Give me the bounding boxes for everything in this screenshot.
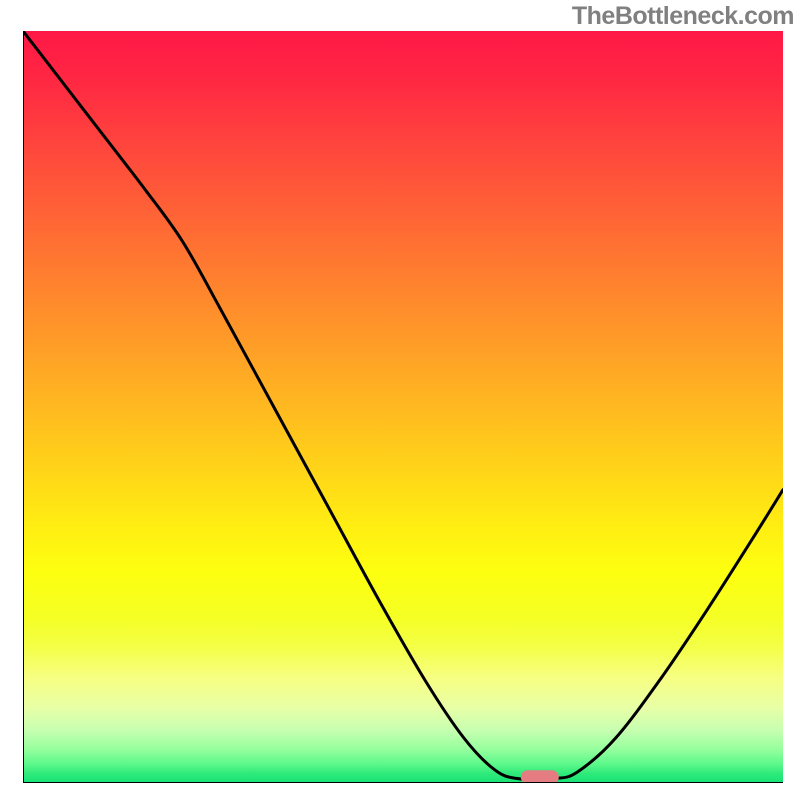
optimum-marker bbox=[521, 770, 559, 784]
gradient-background bbox=[23, 31, 783, 783]
chart-svg bbox=[0, 0, 800, 800]
plot-area bbox=[23, 31, 783, 784]
watermark-text: TheBottleneck.com bbox=[572, 2, 794, 31]
bottleneck-chart: TheBottleneck.com bbox=[0, 0, 800, 800]
